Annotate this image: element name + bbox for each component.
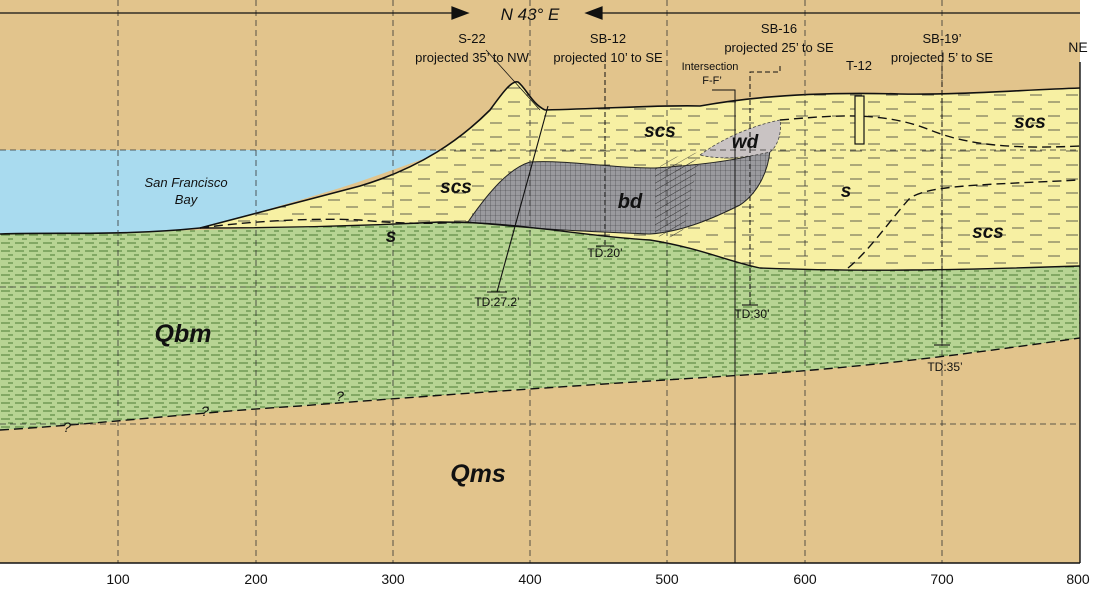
unit-label-bd: bd [618, 191, 643, 213]
section-title: N 43° E [501, 5, 560, 24]
contact-scs-upper-right [779, 115, 1080, 148]
boring-sb19-name: SB-19’ [922, 31, 961, 46]
qbm-texture [0, 222, 1080, 430]
uncertain-mark: ? [336, 388, 344, 404]
x-tick-label: 100 [106, 571, 130, 587]
contact-water-base [0, 227, 201, 235]
unit-label-scs: scs [1014, 112, 1046, 133]
boring-sb12-note: projected 10’ to SE [553, 50, 663, 65]
boring-sb16-name: SB-16 [761, 21, 797, 36]
bay-label: San Francisco Bay [144, 175, 227, 207]
x-tick-label: 600 [793, 571, 817, 587]
uncertain-mark: ? [201, 403, 209, 419]
unit-label-scs: scs [644, 121, 676, 142]
intersection-marker: Intersection F-F’ [682, 61, 739, 563]
x-tick-label: 300 [381, 571, 405, 587]
boring-t12: T-12 [846, 58, 872, 145]
unit-label-s: s [841, 181, 852, 202]
x-axis: 100 200 300 400 500 600 700 800 [106, 571, 1090, 587]
unit-label-s: s [386, 226, 397, 247]
corner-label-ne: NE [1068, 39, 1087, 55]
boring-s22: S-22 projected 35’ to NW TD:27.2’ [415, 31, 549, 309]
unit-label-wd: wd [732, 132, 759, 153]
x-tick-label: 200 [244, 571, 268, 587]
boring-s22-note: projected 35’ to NW [415, 50, 529, 65]
wood-debris-hatch [660, 152, 700, 172]
contact-s-upper [199, 218, 469, 229]
boring-sb12: SB-12 projected 10’ to SE TD:20’ [553, 31, 663, 260]
contact-fill-base [199, 221, 1080, 271]
contact-ground-surface [199, 81, 546, 229]
boring-sb16-note: projected 25’ to SE [724, 40, 834, 55]
unit-label-qms: Qms [450, 460, 506, 488]
x-tick-label: 700 [930, 571, 954, 587]
uncertain-mark: ? [63, 419, 71, 435]
boring-sb19: SB-19’ projected 5’ to SE TD:35’ [891, 31, 993, 374]
boring-sb16-td: TD:30’ [734, 307, 769, 321]
unit-label-scs: scs [972, 222, 1004, 243]
boring-s22-td: TD:27.2’ [474, 295, 519, 309]
debris-hatch-zone [655, 160, 700, 238]
boring-sb19-td: TD:35’ [927, 360, 962, 374]
intersection-note: F-F’ [702, 75, 722, 87]
contact-fill-top [544, 87, 1080, 111]
bay-water [0, 150, 448, 234]
unit-label-qbm: Qbm [155, 320, 212, 348]
contact-scs-lower-right [847, 179, 1080, 269]
boring-sb16: SB-16 projected 25’ to SE TD:30’ [724, 21, 834, 321]
x-tick-label: 400 [518, 571, 542, 587]
boring-sb12-td: TD:20’ [587, 246, 622, 260]
intersection-name: Intersection [682, 61, 739, 73]
direction-indicator [0, 6, 1080, 20]
contact-qbm-base [0, 337, 1080, 431]
boring-t12-name: T-12 [846, 58, 872, 73]
boring-s22-name: S-22 [458, 31, 485, 46]
x-tick-label: 800 [1066, 571, 1090, 587]
boring-sb12-name: SB-12 [590, 31, 626, 46]
boring-sb19-note: projected 5’ to SE [891, 50, 993, 65]
wood-debris-zone [699, 119, 781, 159]
unit-label-scs: scs [440, 177, 472, 198]
x-tick-label: 500 [655, 571, 679, 587]
